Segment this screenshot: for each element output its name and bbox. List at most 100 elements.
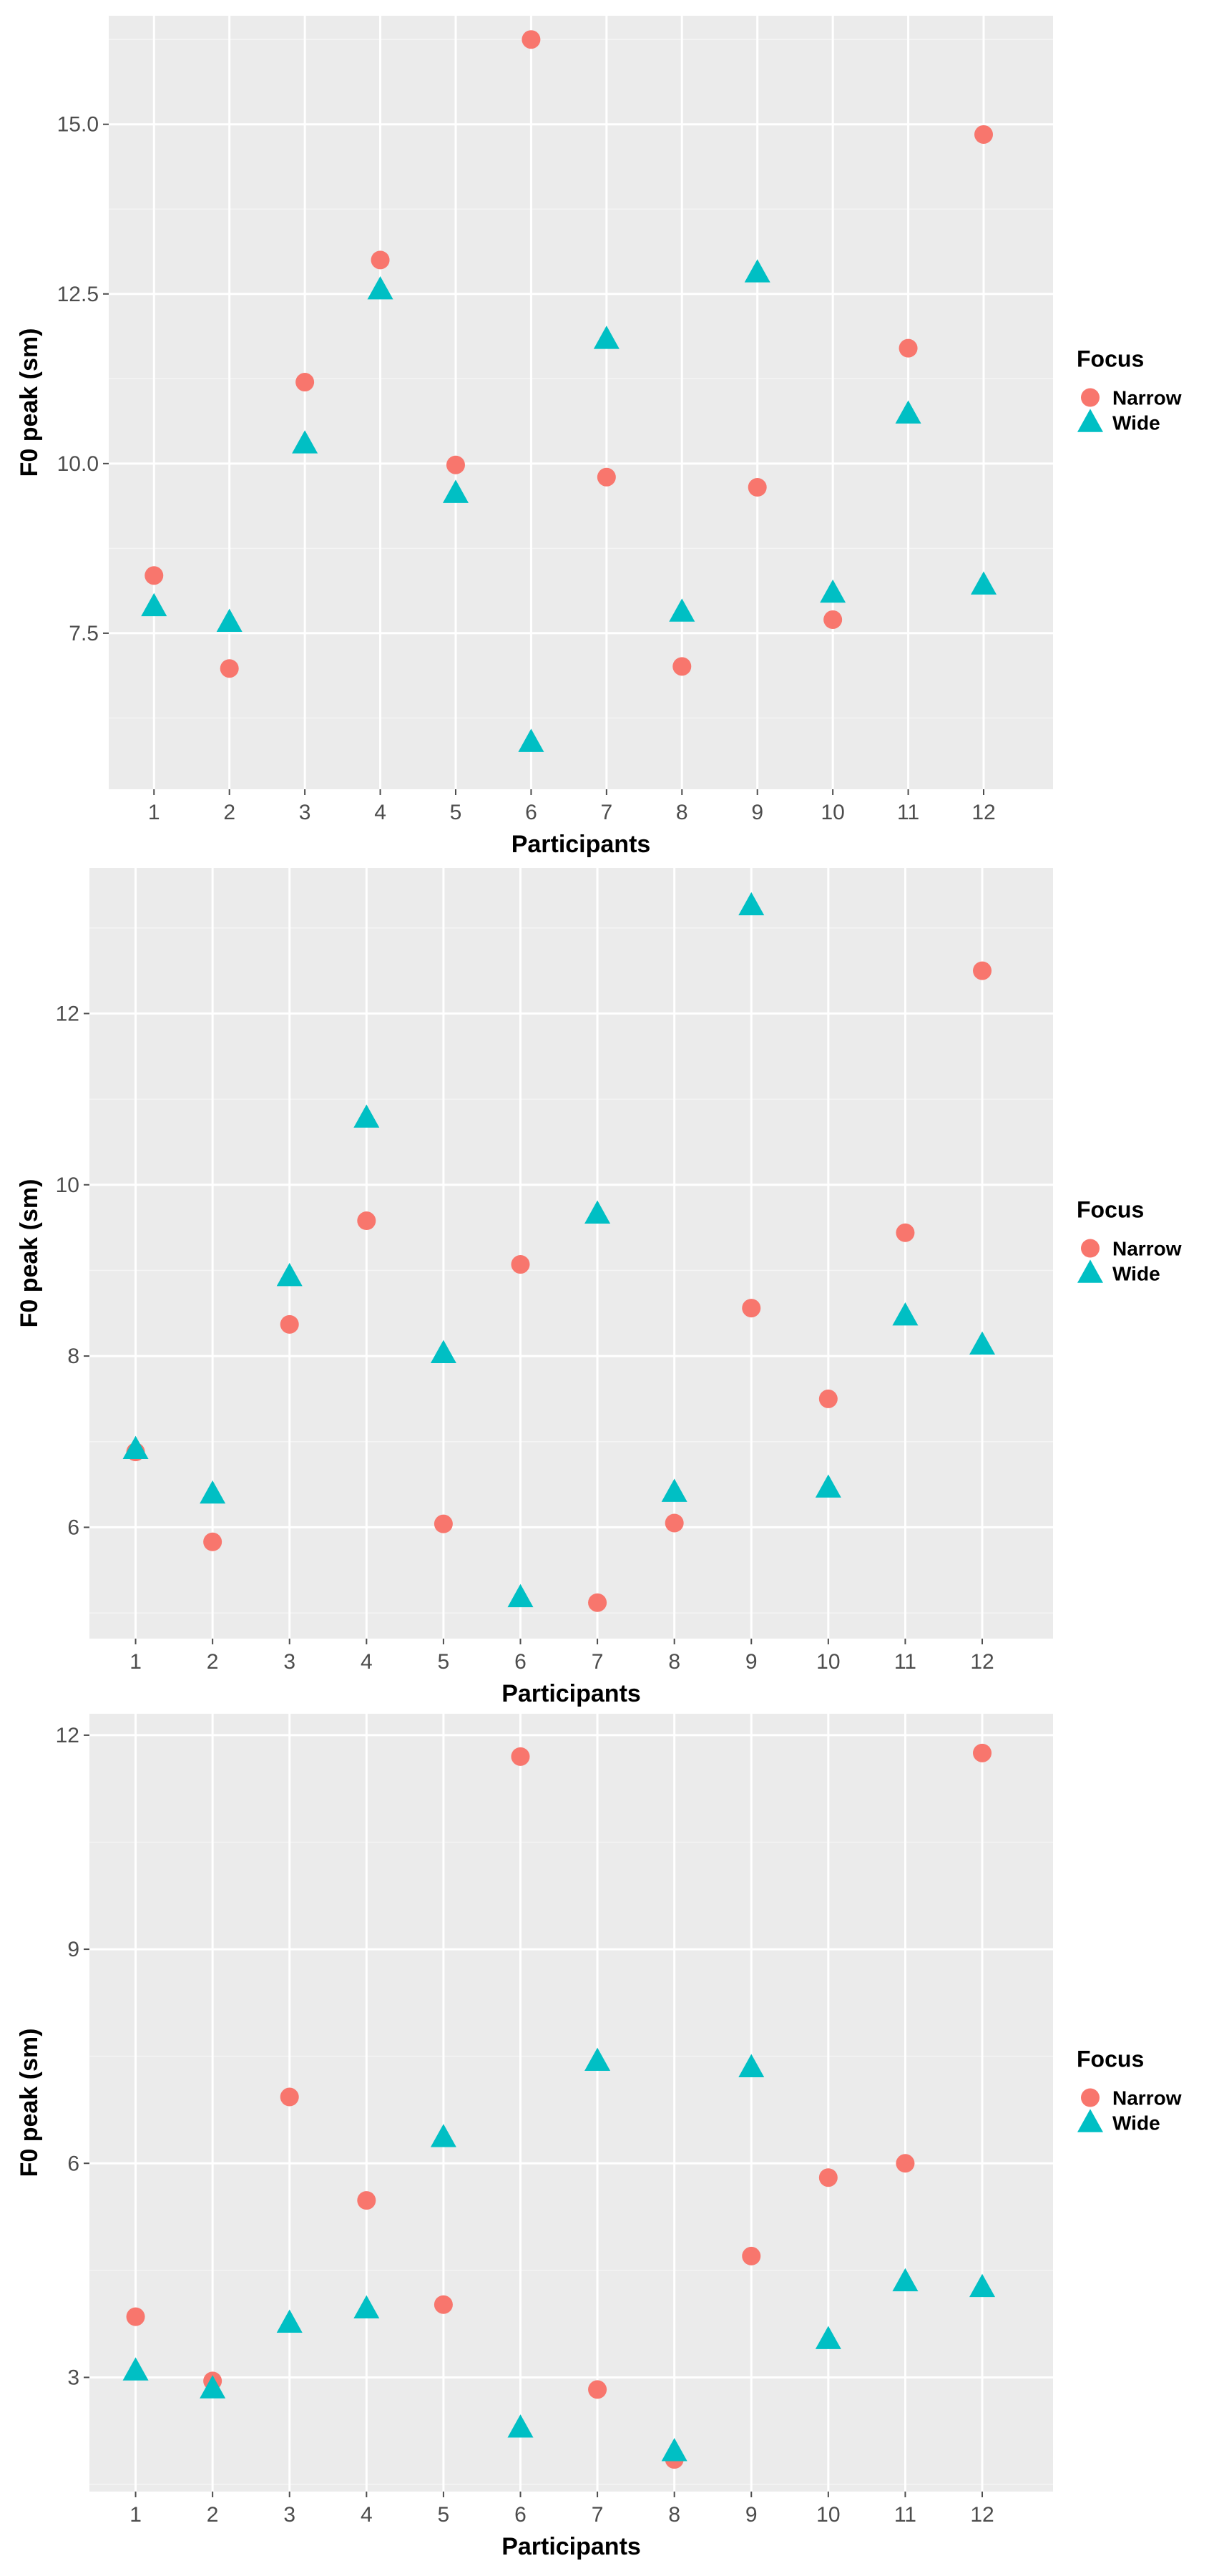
legend-wide-triangle-icon — [1077, 409, 1103, 432]
x-tick-label: 7 — [601, 801, 613, 824]
y-tick-label: 6 — [67, 1516, 79, 1539]
wide-point — [200, 2375, 226, 2399]
wide-point — [507, 1584, 534, 1608]
x-tick-label: 9 — [745, 1650, 758, 1674]
wide-point — [892, 2268, 919, 2292]
wide-point — [593, 326, 620, 349]
narrow-point — [818, 1389, 838, 1408]
chart-panel-1: 7.510.012.515.01 2 3 4 5 6 7 8 9 10 11 12Participan… — [16, 16, 1182, 858]
x-tick-label: 9 — [745, 2503, 758, 2527]
legend-label-narrow: Narrow — [1112, 1238, 1182, 1260]
narrow-point — [973, 1743, 992, 1762]
narrow-point — [896, 2154, 915, 2173]
y-axis-title: F0 peak (sm) — [16, 1179, 43, 1328]
x-tick-label: 5 — [438, 2503, 450, 2527]
wide-point — [353, 2295, 380, 2319]
narrow-point — [974, 125, 994, 144]
x-tick-label: 1 — [129, 2503, 142, 2527]
legend-label-wide: Wide — [1112, 412, 1160, 434]
y-tick-label: 9 — [67, 1938, 79, 1961]
y-tick-label: 12.5 — [57, 283, 99, 306]
y-tick-label: 10.0 — [57, 452, 99, 476]
wide-point — [584, 1200, 611, 1224]
x-tick-label: 7 — [592, 1650, 604, 1674]
y-tick-label: 3 — [67, 2366, 79, 2389]
x-tick-label: 4 — [361, 1650, 373, 1674]
legend: Focus Narrow Wide — [1077, 2046, 1182, 2135]
wide-point — [518, 728, 544, 752]
narrow-point — [823, 610, 843, 629]
legend-label-wide: Wide — [1112, 1263, 1160, 1285]
x-tick-label: 6 — [514, 1650, 527, 1674]
x-tick-label: 8 — [668, 1650, 680, 1674]
y-tick-label: 12 — [56, 1724, 79, 1747]
x-axis-title: Participants — [501, 1680, 641, 1707]
wide-point — [969, 1331, 996, 1355]
x-tick-label: 10 — [821, 801, 844, 824]
narrow-point — [434, 1514, 453, 1533]
wide-point — [122, 1435, 149, 1460]
x-tick-label: 3 — [283, 2503, 295, 2527]
y-tick-label: 12 — [56, 1002, 79, 1025]
narrow-point — [672, 657, 692, 676]
x-tick-label: 6 — [525, 801, 537, 824]
legend-label-narrow: Narrow — [1112, 387, 1182, 409]
x-axis-title: Participants — [511, 831, 651, 858]
narrow-point — [973, 961, 992, 980]
wide-point — [971, 571, 997, 595]
x-tick-label: 5 — [450, 801, 462, 824]
wide-point — [292, 430, 318, 454]
x-tick-label: 4 — [361, 2503, 373, 2527]
x-tick-label: 11 — [894, 1650, 916, 1674]
wide-point — [276, 1262, 303, 1287]
x-tick-label: 5 — [438, 1650, 450, 1674]
wide-point — [200, 1480, 226, 1504]
x-tick-label: 10 — [816, 2503, 840, 2527]
x-tick-label: 12 — [970, 2503, 994, 2527]
narrow-point — [295, 373, 315, 392]
narrow-point — [126, 2307, 145, 2326]
wide-point — [661, 2438, 687, 2462]
plot-background — [109, 16, 1053, 789]
x-tick-label: 2 — [207, 2503, 219, 2527]
x-tick-label: 12 — [971, 801, 995, 824]
legend-label-narrow: Narrow — [1112, 2087, 1182, 2109]
legend-narrow-circle-icon — [1081, 1239, 1100, 1258]
y-tick-label: 7.5 — [69, 622, 99, 645]
x-tick-label: 10 — [816, 1650, 840, 1674]
narrow-point — [434, 2295, 453, 2314]
y-axis-title: F0 peak (sm) — [16, 328, 43, 477]
x-tick-label: 2 — [207, 1650, 219, 1674]
wide-point — [892, 1302, 919, 1326]
narrow-point — [280, 2087, 299, 2107]
wide-point — [367, 275, 393, 300]
x-tick-label: 4 — [374, 801, 386, 824]
narrow-point — [511, 1255, 530, 1274]
narrow-point — [588, 1593, 607, 1612]
legend-label-wide: Wide — [1112, 2112, 1160, 2135]
legend-narrow-circle-icon — [1081, 388, 1100, 407]
wide-point — [122, 2357, 149, 2381]
y-tick-label: 6 — [67, 2152, 79, 2175]
x-tick-label: 8 — [676, 801, 688, 824]
wide-point — [895, 400, 921, 424]
wide-point — [584, 2047, 611, 2071]
wide-point — [820, 579, 846, 603]
x-tick-label: 7 — [592, 2503, 604, 2527]
wide-point — [353, 1104, 380, 1128]
wide-point — [661, 1478, 687, 1502]
x-tick-label: 6 — [514, 2503, 527, 2527]
narrow-point — [742, 2246, 761, 2265]
wide-point — [507, 2414, 534, 2438]
narrow-point — [357, 1211, 376, 1231]
wide-point — [141, 592, 167, 617]
narrow-point — [896, 1223, 915, 1242]
wide-point — [815, 1474, 841, 1498]
x-tick-label: 1 — [148, 801, 160, 824]
legend-wide-triangle-icon — [1077, 1259, 1103, 1283]
x-tick-label: 11 — [894, 2503, 916, 2527]
x-tick-label: 3 — [283, 1650, 295, 1674]
narrow-point — [597, 467, 616, 487]
